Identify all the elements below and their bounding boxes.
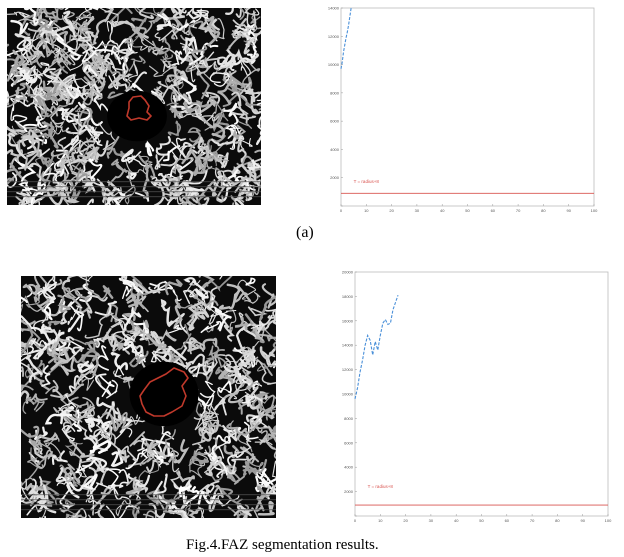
- plot-b-svg: 0 10 20 30 40 50 60 70 80 90 100 2000 4000 6000 8000 10…: [342, 270, 612, 524]
- plot-a-x-tick-label: 30: [415, 208, 420, 213]
- plot-b-y-tick-label: 4000: [344, 465, 354, 470]
- plot-a-legend-text: T = radius+8: [354, 179, 380, 184]
- subfigure-label-a: (a): [296, 224, 314, 241]
- plot-b-x-tick-label: 0: [354, 518, 357, 523]
- plot-a-x-tick-label: 70: [516, 208, 521, 213]
- plot-b-x-tick-label: 20: [403, 518, 408, 523]
- plot-a-y-tick-label: 8000: [330, 90, 340, 95]
- plot-a-x-tick-label: 10: [364, 208, 369, 213]
- plot-b-x-tick-label: 30: [429, 518, 434, 523]
- oct-a-vessels: [7, 8, 261, 205]
- plot-a-plot-frame: [340, 7, 595, 207]
- plot-b-x-tick-label: 90: [580, 518, 585, 523]
- plot-a-x-tick-label: 90: [566, 208, 571, 213]
- plot-b-x-tick-label: 80: [555, 518, 560, 523]
- plot-a-y-tick-label: 10000: [328, 62, 340, 67]
- faz-area-plot-a: 0 10 20 30 40 50 60 70 80 90 100 2000 4000 6000 8000 10…: [314, 4, 604, 220]
- plot-a-y-tick-label: 14000: [328, 6, 340, 11]
- figure-caption: Fig.4.FAZ segmentation results.: [186, 537, 379, 553]
- faz-area-plot-b: 0 10 20 30 40 50 60 70 80 90 100 2000 4000 6000 8000 10…: [328, 268, 618, 530]
- vessel-texture-b: [21, 276, 276, 518]
- plot-b-x-tick-label: 40: [454, 518, 459, 523]
- plot-b-y-tick-label: 20000: [342, 270, 354, 275]
- oct-a-faz-zone: [107, 90, 167, 142]
- plot-a-x-tick-label: 80: [541, 208, 546, 213]
- plot-b-y-tick-label: 6000: [344, 440, 354, 445]
- plot-b-x-tick-label: 70: [530, 518, 535, 523]
- plot-b-series-area-curve: [354, 295, 399, 400]
- plot-b-y-tick-label: 12000: [342, 367, 354, 372]
- plot-a-x-tick-label: 50: [465, 208, 470, 213]
- plot-b-y-tick-label: 8000: [344, 416, 354, 421]
- plot-a-x-tick-label: 40: [440, 208, 445, 213]
- plot-b-x-tick-label: 50: [479, 518, 484, 523]
- oct-b-segmentation-contour: [139, 367, 189, 417]
- plot-b-x-tick-label: 60: [505, 518, 510, 523]
- oct-angiography-image-b: [21, 276, 276, 518]
- plot-b-y-tick-label: 2000: [344, 489, 354, 494]
- oct-angiography-image-a: [7, 8, 261, 205]
- plot-a-x-tick-label: 20: [389, 208, 394, 213]
- plot-a-y-tick-label: 4000: [330, 147, 340, 152]
- plot-b-legend-text: T = radius+8: [368, 484, 394, 489]
- plot-b-y-tick-label: 14000: [342, 343, 354, 348]
- plot-a-svg: 0 10 20 30 40 50 60 70 80 90 100 2000 4000 6000 8000 10…: [328, 6, 598, 214]
- plot-a-y-tick-label: 2000: [330, 175, 340, 180]
- plot-b-y-tick-label: 16000: [342, 318, 354, 323]
- plot-a-series-area-curve: [340, 7, 352, 69]
- plot-a-y-tick-label: 12000: [328, 34, 340, 39]
- plot-a-x-tick-label: 0: [340, 208, 343, 213]
- plot-b-x-tick-label: 100: [605, 518, 612, 523]
- vessel-texture-a: [7, 8, 261, 205]
- plot-a-x-tick-label: 60: [491, 208, 496, 213]
- plot-b-y-tick-label: 18000: [342, 294, 354, 299]
- plot-b-x-tick-label: 10: [378, 518, 383, 523]
- oct-b-faz-zone: [129, 361, 199, 427]
- oct-a-segmentation-contour: [126, 95, 152, 121]
- plot-a-x-tick-label: 100: [591, 208, 598, 213]
- plot-a-y-tick-label: 6000: [330, 119, 340, 124]
- plot-b-y-tick-label: 10000: [342, 392, 354, 397]
